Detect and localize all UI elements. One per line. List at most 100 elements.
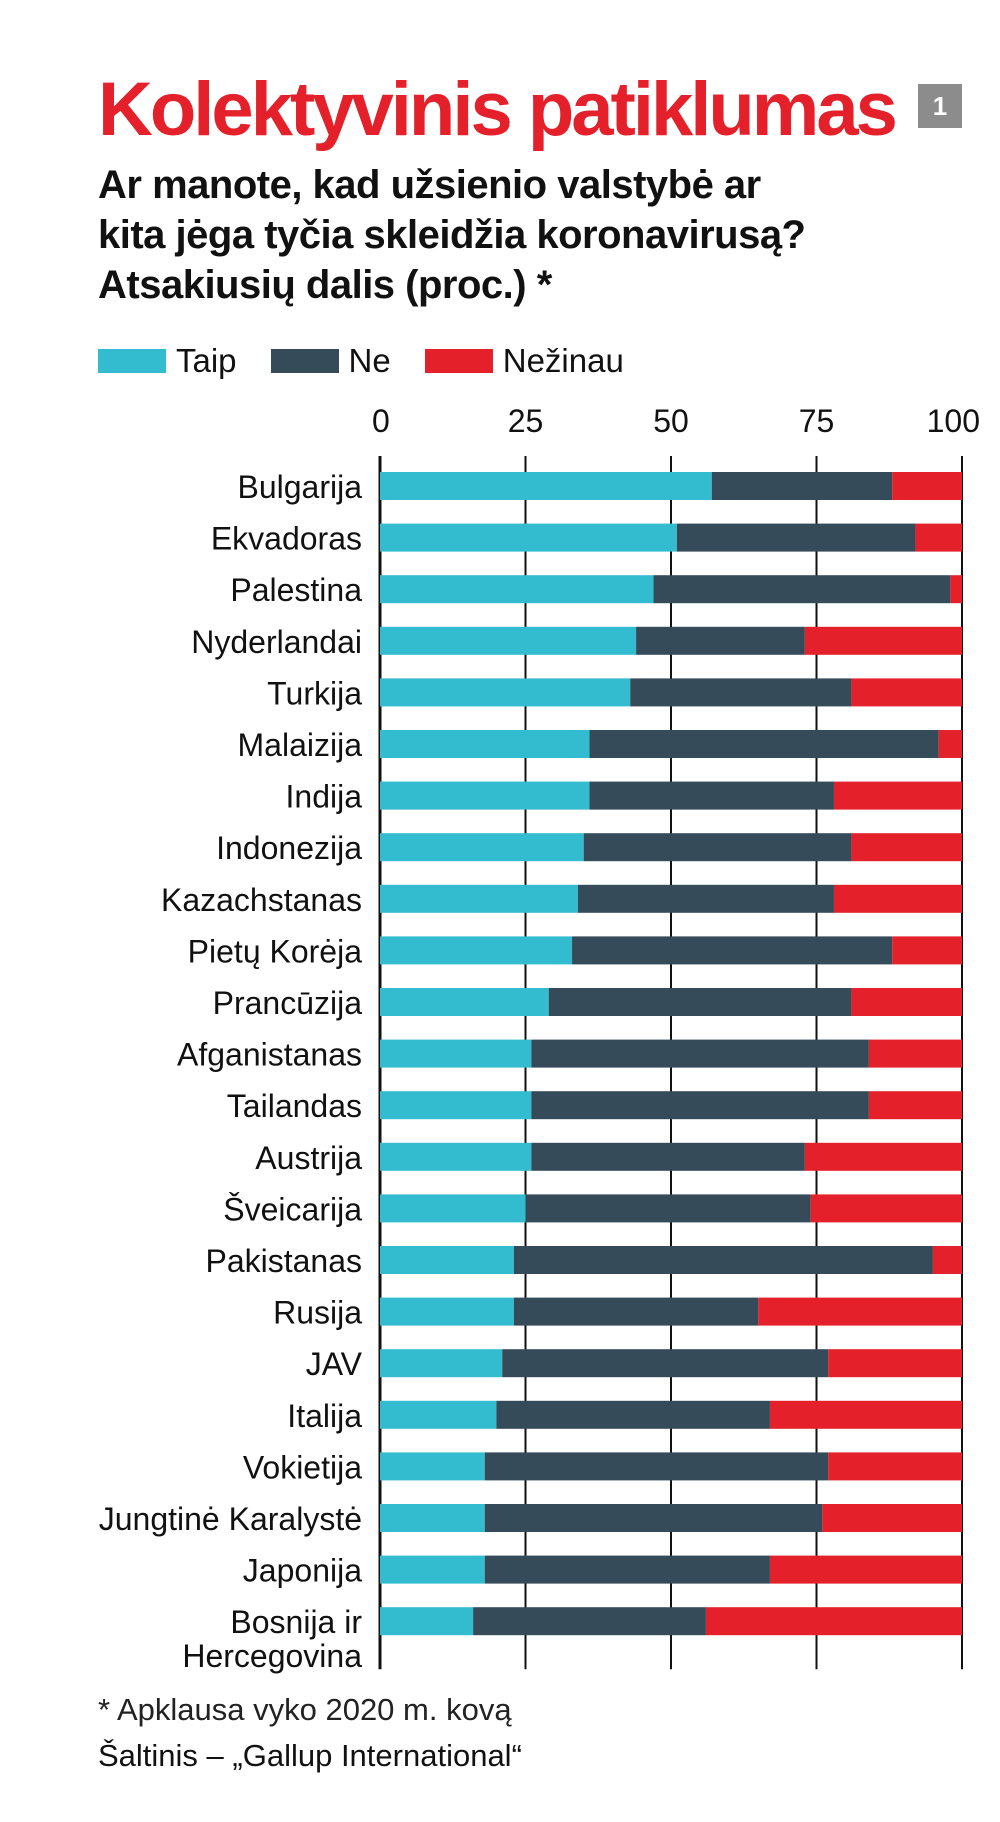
bar-ne-2 (653, 575, 951, 604)
subtitle-line-2: kita jėga tyčia skleidžia koronavirusą? (98, 213, 806, 257)
bar-taip-2 (380, 575, 654, 604)
category-label-9: Pietų Korėja (188, 933, 363, 969)
bar-neinau-7 (851, 833, 962, 862)
bar-taip-21 (380, 1555, 485, 1584)
source-credit: Šaltinis – „Gallup International“ (98, 1738, 522, 1773)
legend-item-ne: Ne (270, 342, 391, 380)
bar-taip-4 (380, 678, 631, 707)
bar-taip-11 (380, 1039, 532, 1068)
bar-taip-5 (380, 730, 590, 758)
bar-taip-14 (380, 1194, 526, 1223)
category-label-13: Austrija (255, 1140, 362, 1176)
bar-taip-9 (380, 936, 573, 965)
page-number-badge: 1 (918, 84, 962, 128)
category-label-16: Rusija (273, 1295, 362, 1331)
bar-neinau-1 (915, 523, 962, 552)
category-label-2: Palestina (230, 572, 362, 608)
bar-ne-17 (502, 1349, 829, 1378)
bar-ne-7 (583, 833, 852, 862)
bar-neinau-6 (833, 781, 962, 810)
bar-ne-15 (513, 1246, 933, 1274)
bar-taip-6 (380, 781, 590, 810)
bar-taip-8 (380, 884, 578, 913)
bar-neinau-22 (705, 1607, 962, 1636)
bar-taip-18 (380, 1400, 497, 1429)
bar-taip-19 (380, 1452, 485, 1481)
category-label-6: Indija (286, 779, 363, 815)
bar-taip-3 (380, 626, 637, 655)
bar-ne-13 (531, 1142, 805, 1171)
bar-neinau-9 (892, 936, 962, 965)
bar-ne-16 (513, 1297, 759, 1326)
bar-neinau-18 (769, 1400, 962, 1429)
bar-ne-19 (484, 1452, 829, 1481)
category-label-5: Malaizija (238, 727, 363, 763)
bar-neinau-5 (938, 730, 962, 758)
bar-taip-15 (380, 1246, 514, 1274)
x-tick-label-0: 0 (372, 403, 390, 439)
bar-taip-17 (380, 1349, 503, 1378)
bar-taip-20 (380, 1504, 485, 1532)
category-label-4: Turkija (267, 675, 362, 711)
bar-neinau-20 (822, 1504, 962, 1532)
bar-neinau-21 (769, 1555, 962, 1584)
bar-taip-1 (380, 523, 677, 552)
bar-taip-10 (380, 988, 549, 1016)
bar-ne-20 (484, 1504, 823, 1532)
bar-neinau-17 (828, 1349, 962, 1378)
bar-ne-1 (676, 523, 916, 552)
bar-neinau-8 (833, 884, 962, 913)
category-label-22-line-1: Hercegovina (182, 1638, 362, 1674)
bar-ne-9 (572, 936, 893, 965)
bar-ne-22 (473, 1607, 706, 1636)
bar-ne-10 (548, 988, 852, 1016)
bar-ne-0 (711, 472, 893, 500)
bar-neinau-12 (868, 1091, 962, 1120)
category-label-3: Nyderlandai (191, 624, 362, 660)
chart-title: Kolektyvinis patiklumas (98, 67, 898, 152)
legend-item-taip: Taip (98, 342, 237, 380)
bar-neinau-14 (810, 1194, 962, 1223)
category-label-12: Tailandas (227, 1088, 362, 1124)
legend-label-taip: Taip (176, 342, 237, 379)
bar-neinau-3 (804, 626, 962, 655)
subtitle-line-3: Atsakiusių dalis (proc.) * (98, 263, 552, 307)
bar-neinau-4 (851, 678, 962, 707)
legend-label-nezinau: Nežinau (502, 342, 624, 379)
bar-taip-12 (380, 1091, 532, 1120)
x-tick-label-75: 75 (799, 403, 835, 439)
bar-ne-6 (589, 781, 834, 810)
category-label-18: Italija (287, 1398, 362, 1434)
bar-ne-8 (577, 884, 834, 913)
category-label-19: Vokietija (243, 1449, 362, 1485)
category-label-10: Prancūzija (213, 985, 363, 1021)
bar-taip-7 (380, 833, 584, 862)
bar-taip-0 (380, 472, 712, 500)
x-tick-label-50: 50 (653, 403, 689, 439)
bar-ne-14 (525, 1194, 811, 1223)
bar-neinau-16 (758, 1297, 962, 1326)
category-label-22-line-0: Bosnija ir (230, 1604, 362, 1640)
bar-ne-11 (531, 1039, 869, 1068)
legend-item-nezinau: Nežinau (424, 342, 624, 380)
chart-legend: Taip Ne Nežinau (98, 342, 658, 380)
subtitle-line-1: Ar manote, kad užsienio valstybė ar (98, 163, 761, 207)
chart-subtitle: Ar manote, kad užsienio valstybė ar kita… (98, 160, 898, 310)
bar-ne-12 (531, 1091, 869, 1120)
footnote: * Apklausa vyko 2020 m. kovą (98, 1692, 512, 1727)
bar-neinau-0 (892, 472, 962, 500)
bar-neinau-2 (950, 575, 962, 604)
category-label-17: JAV (306, 1346, 363, 1382)
bar-ne-4 (630, 678, 852, 707)
legend-swatch-ne (270, 349, 339, 373)
bar-neinau-19 (828, 1452, 962, 1481)
legend-swatch-nezinau (424, 349, 493, 373)
x-tick-label-25: 25 (508, 403, 544, 439)
bar-ne-18 (496, 1400, 770, 1429)
category-label-14: Šveicarija (223, 1191, 362, 1227)
bar-taip-22 (380, 1607, 474, 1636)
category-label-1: Ekvadoras (211, 521, 362, 557)
bar-neinau-11 (868, 1039, 962, 1068)
bar-ne-5 (589, 730, 939, 758)
category-label-15: Pakistanas (205, 1243, 362, 1279)
